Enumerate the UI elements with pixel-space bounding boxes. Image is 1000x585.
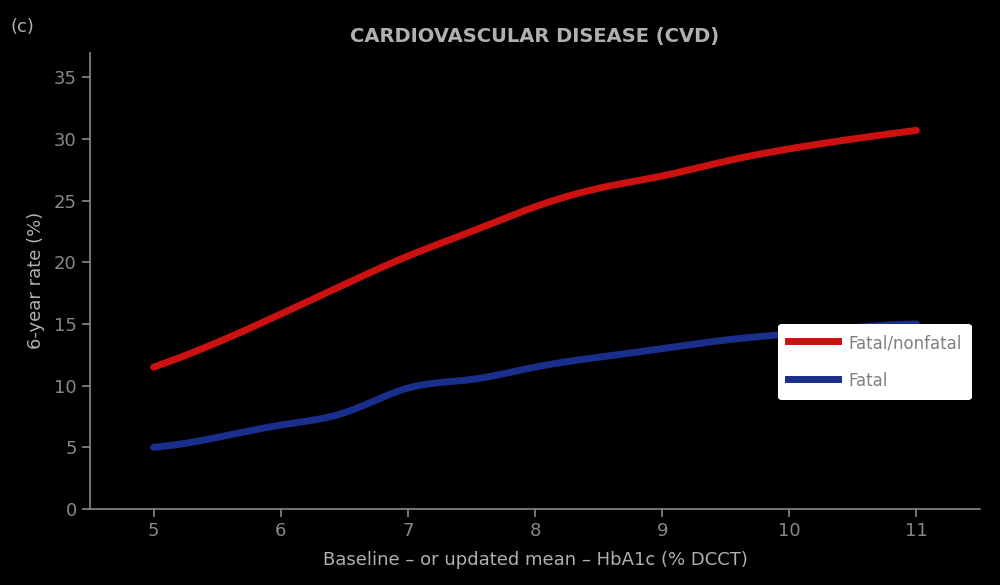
Text: (c): (c) bbox=[10, 18, 34, 36]
X-axis label: Baseline – or updated mean – HbA1c (% DCCT): Baseline – or updated mean – HbA1c (% DC… bbox=[323, 551, 747, 569]
Y-axis label: 6-year rate (%): 6-year rate (%) bbox=[27, 212, 45, 349]
Title: CARDIOVASCULAR DISEASE (CVD): CARDIOVASCULAR DISEASE (CVD) bbox=[350, 26, 720, 46]
Legend: Fatal/nonfatal, Fatal: Fatal/nonfatal, Fatal bbox=[778, 324, 972, 400]
